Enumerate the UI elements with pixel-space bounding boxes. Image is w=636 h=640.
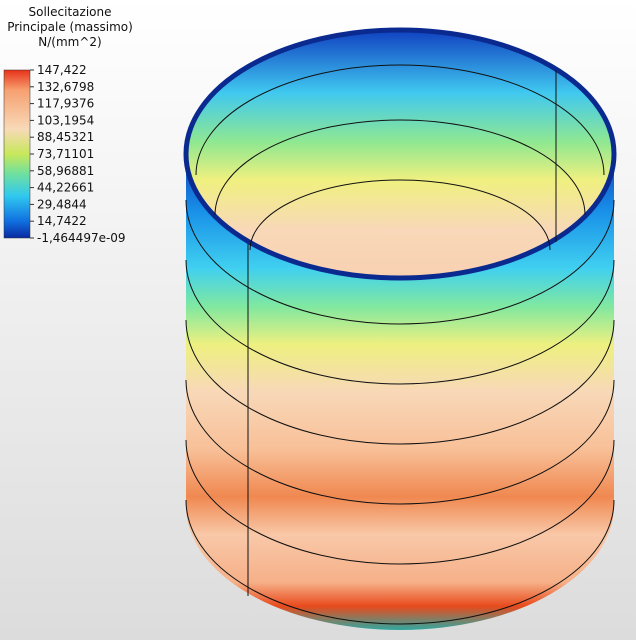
mesh-line	[185, 379, 615, 505]
legend-label: 117,9376	[37, 97, 94, 111]
legend-label: 14,7422	[37, 214, 87, 228]
legend-label: 132,6798	[37, 80, 94, 94]
legend-title: Principale (massimo)	[7, 20, 133, 34]
mesh-line	[214, 119, 586, 216]
legend-title: N/(mm^2)	[38, 35, 101, 49]
legend-label: 88,45321	[37, 130, 94, 144]
mesh-line	[185, 439, 615, 565]
mesh-line	[195, 64, 605, 176]
mesh-line	[185, 499, 615, 625]
cylinder-body	[186, 154, 614, 630]
mesh-line	[185, 259, 615, 385]
legend-label: 73,71101	[37, 147, 94, 161]
mesh-line	[185, 319, 615, 445]
legend-label: -1,464497e-09	[37, 231, 126, 245]
legend-label: 58,96881	[37, 164, 94, 178]
legend-label: 103,1954	[37, 113, 94, 127]
inner-lines	[195, 64, 605, 251]
legend-label: 147,422	[37, 63, 87, 77]
contour-lines	[185, 199, 615, 625]
color-bar	[3, 69, 31, 239]
mesh-line	[185, 199, 615, 325]
cylinder-rim	[183, 27, 617, 281]
legend-title: Sollecitazione	[29, 5, 112, 19]
mesh-line	[249, 179, 551, 251]
legend-label: 29,4844	[37, 197, 87, 211]
legend-label: 44,22661	[37, 181, 94, 195]
